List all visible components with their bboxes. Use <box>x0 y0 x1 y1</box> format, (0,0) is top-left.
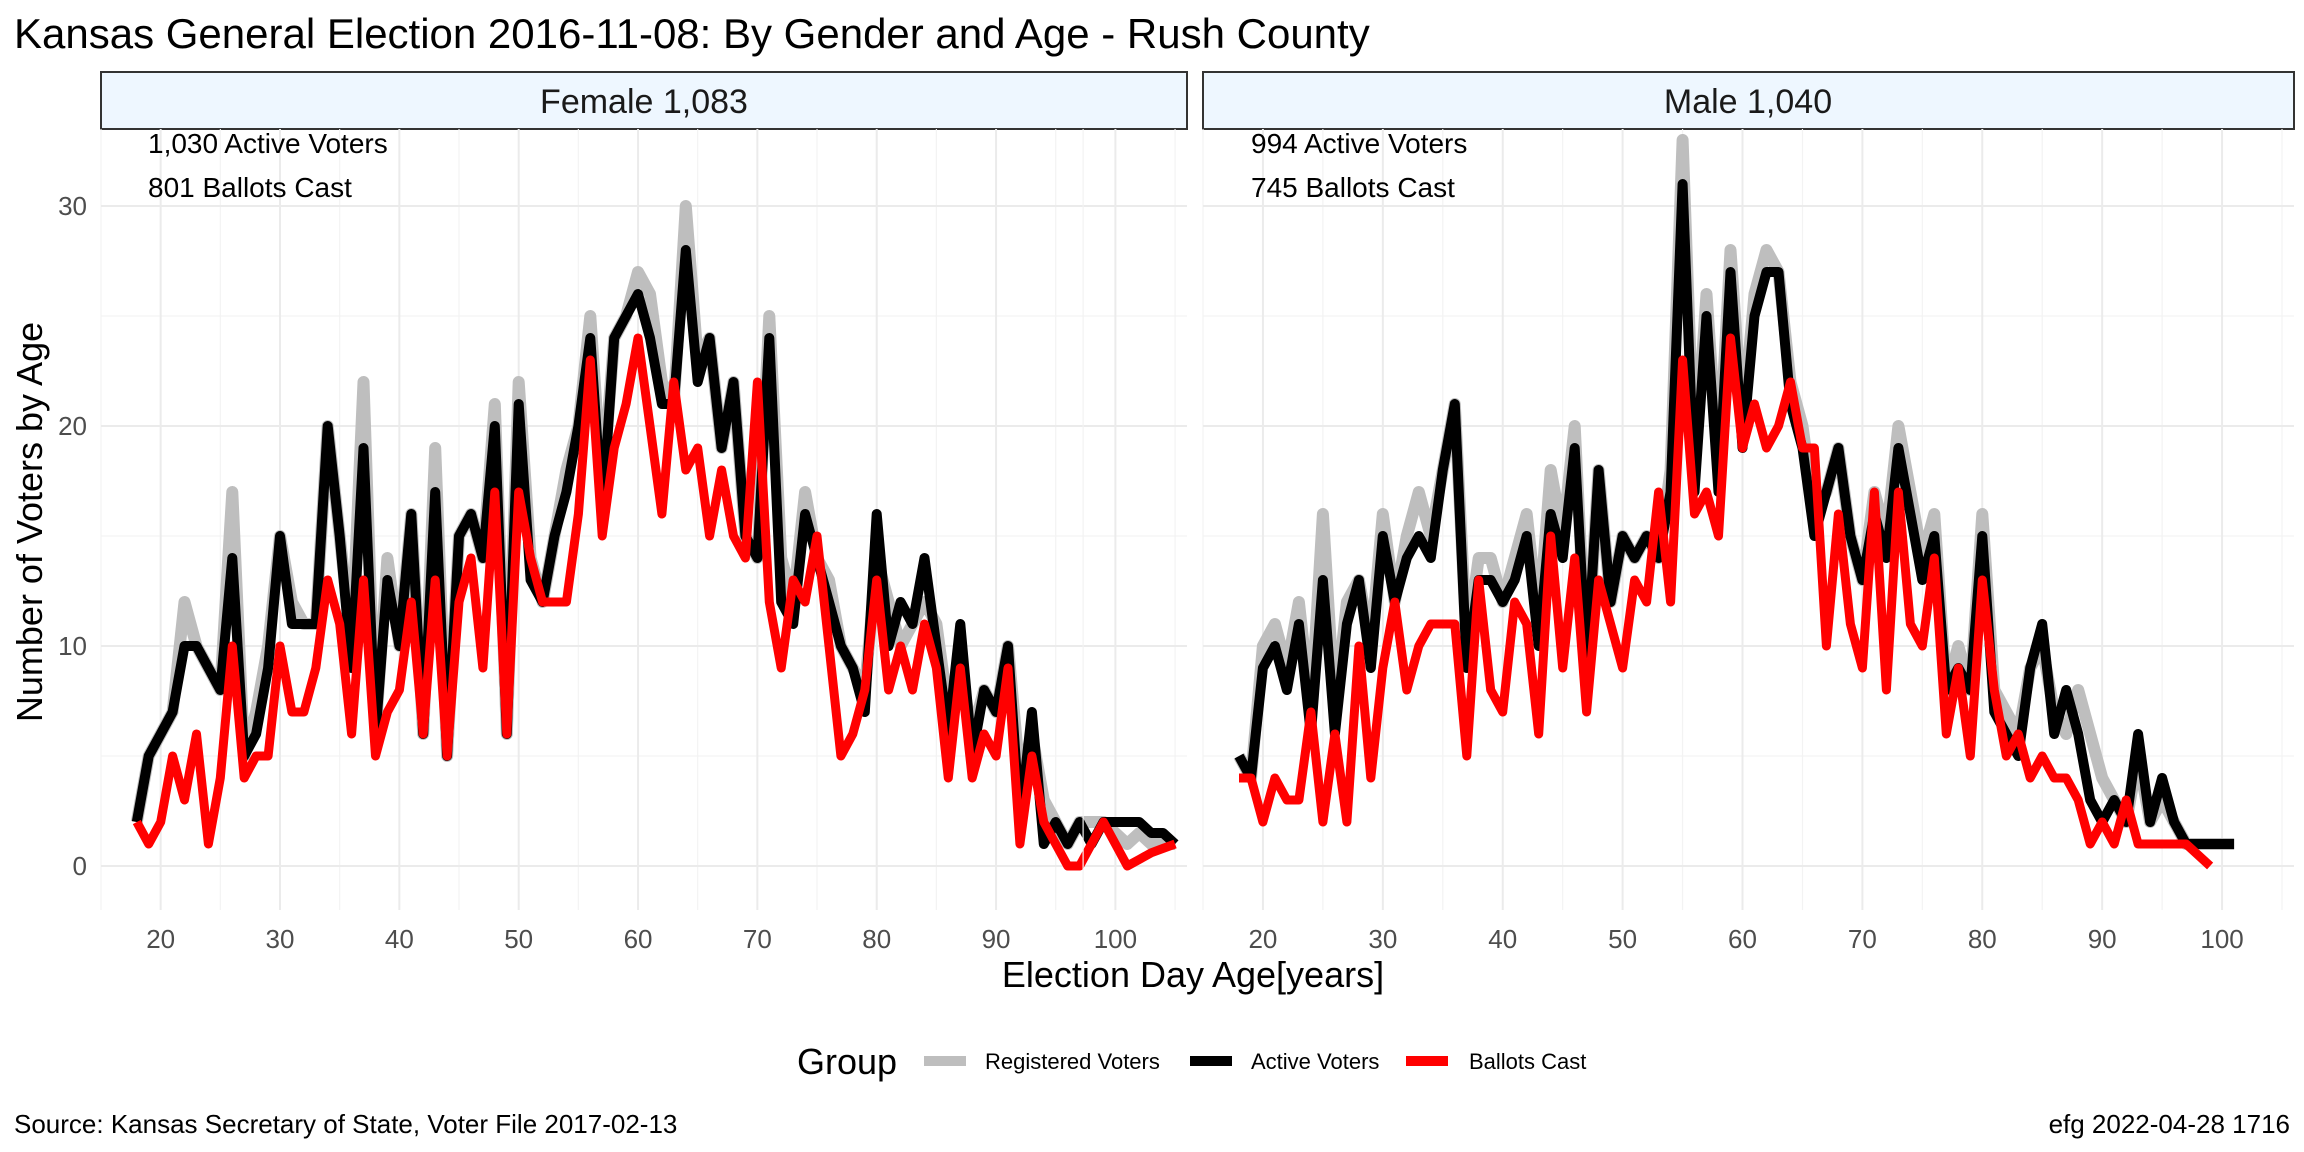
legend-label-active: Active Voters <box>1251 1049 1379 1074</box>
chart-title: Kansas General Election 2016-11-08: By G… <box>14 10 1370 57</box>
panel-male-annotation-ballots: 745 Ballots Cast <box>1251 172 1455 203</box>
x-tick-label: 40 <box>1488 924 1517 954</box>
x-tick-label: 40 <box>385 924 414 954</box>
x-tick-label: 100 <box>1094 924 1137 954</box>
caption-credit: efg 2022-04-28 1716 <box>2049 1109 2290 1139</box>
panel-female-x-axis: 20 30 40 50 60 70 80 90 100 <box>146 924 1137 954</box>
panel-male-strip <box>1202 71 2295 130</box>
x-tick-label: 50 <box>504 924 533 954</box>
panel-male-strip-label: Male 1,040 <box>1664 83 1832 121</box>
x-tick-label: 50 <box>1608 924 1637 954</box>
panel-male-x-axis: 20 30 40 50 60 70 80 90 100 <box>1248 924 2243 954</box>
x-tick-label: 20 <box>1248 924 1277 954</box>
legend-label-registered: Registered Voters <box>985 1049 1160 1074</box>
y-tick-label: 30 <box>58 191 87 221</box>
panel-female-series <box>130 200 1179 871</box>
panel-male: Male 1,040 20 30 40 50 60 70 80 90 100 994 Activ… <box>1082 71 2295 954</box>
x-tick-label: 30 <box>1368 924 1397 954</box>
y-tick-label: 0 <box>73 851 87 881</box>
panel-male-grid <box>1082 129 2294 910</box>
y-axis-title: Number of Voters by Age <box>9 322 50 722</box>
x-tick-label: 80 <box>1968 924 1997 954</box>
legend: Group Registered Voters Active Voters Ba… <box>797 1041 1586 1082</box>
caption-source: Source: Kansas Secretary of State, Voter… <box>14 1109 677 1139</box>
x-tick-label: 20 <box>146 924 175 954</box>
panel-female-strip <box>100 71 1188 130</box>
y-tick-label: 10 <box>58 631 87 661</box>
x-tick-label: 60 <box>624 924 653 954</box>
panel-male-series <box>1233 134 2235 870</box>
panel-male-annotation-active: 994 Active Voters <box>1251 128 1467 159</box>
legend-label-ballots: Ballots Cast <box>1469 1049 1586 1074</box>
panel-female-strip-label: Female 1,083 <box>540 83 748 121</box>
x-tick-label: 90 <box>2088 924 2117 954</box>
x-tick-label: 90 <box>982 924 1011 954</box>
x-axis-title: Election Day Age[years] <box>1002 954 1384 995</box>
series-male-ballots <box>1239 333 2214 870</box>
x-tick-label: 70 <box>743 924 772 954</box>
panel-female-annotation-active: 1,030 Active Voters <box>148 128 388 159</box>
panel-female-annotation-ballots: 801 Ballots Cast <box>148 172 352 203</box>
y-axis: 0 10 20 30 <box>58 191 87 881</box>
x-tick-label: 100 <box>2200 924 2243 954</box>
series-female-ballots <box>132 333 1177 871</box>
series-male-registered <box>1233 134 2235 850</box>
legend-title: Group <box>797 1041 897 1082</box>
x-tick-label: 80 <box>862 924 891 954</box>
x-tick-label: 30 <box>266 924 295 954</box>
x-tick-label: 70 <box>1848 924 1877 954</box>
x-tick-label: 60 <box>1728 924 1757 954</box>
panel-female: Female 1,083 20 30 40 50 60 70 80 90 100 1,030 A… <box>100 71 1188 954</box>
y-tick-label: 20 <box>58 411 87 441</box>
